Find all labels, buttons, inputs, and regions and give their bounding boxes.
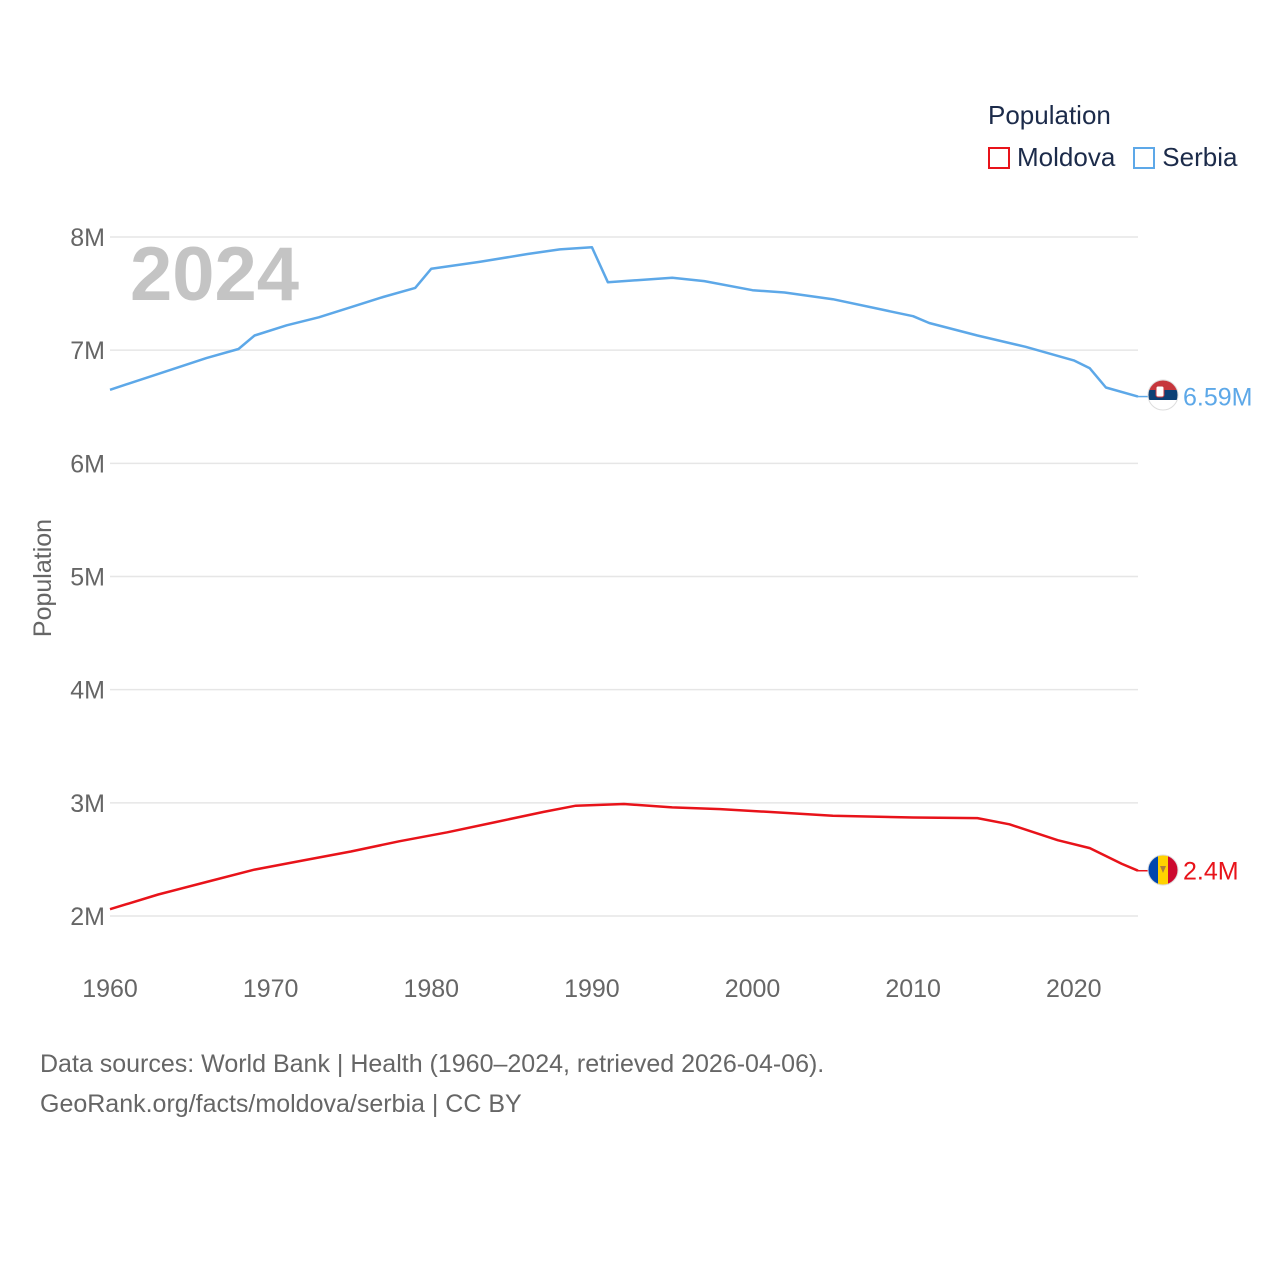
y-tick-label: 6M [70,450,105,478]
legend-swatch-serbia [1133,146,1156,169]
legend-item-moldova[interactable]: Moldova [988,142,1115,173]
legend: Moldova Serbia [988,142,1255,173]
series-line-moldova[interactable] [109,802,1139,911]
x-tick-label: 1970 [243,975,299,1003]
x-tick-label: 2000 [725,975,781,1003]
y-axis-ticks: 2M 3M 4M 5M 6M 7M 8M [70,224,105,931]
series-lines: 6.59M 2.4M [109,245,1252,911]
y-tick-label: 8M [70,224,105,252]
data-source-text: Data sources: World Bank | Health (1960–… [40,1050,825,1078]
legend-label-serbia: Serbia [1162,142,1238,172]
legend-label-moldova: Moldova [1017,142,1116,172]
end-value-label-serbia: 6.59M [1183,384,1252,412]
end-value-label-moldova: 2.4M [1183,858,1239,886]
y-tick-label: 7M [70,337,105,365]
x-axis-ticks: 1960 1970 1980 1990 2000 2010 2020 [82,975,1101,1003]
x-tick-label: 1960 [82,975,138,1003]
series-line-serbia[interactable] [109,245,1139,398]
x-tick-label: 1980 [403,975,459,1003]
y-axis-label: Population [29,519,57,637]
serbia-flag-icon [1147,379,1179,411]
source-url-text: GeoRank.org/facts/moldova/serbia | CC BY [40,1090,522,1118]
legend-title: Population [988,100,1111,130]
legend-swatch-moldova [988,146,1010,169]
gridlines [110,236,1138,917]
moldova-flag-icon [1147,854,1179,886]
year-watermark: 2024 [130,232,299,317]
footer: Data sources: World Bank | Health (1960–… [40,1044,824,1124]
y-tick-label: 3M [70,790,105,818]
y-tick-label: 2M [70,903,105,931]
x-tick-label: 2020 [1046,975,1102,1003]
legend-item-serbia[interactable]: Serbia [1133,142,1237,173]
x-tick-label: 2010 [885,975,941,1003]
x-tick-label: 1990 [564,975,620,1003]
y-tick-label: 4M [70,677,105,705]
y-tick-label: 5M [70,564,105,592]
